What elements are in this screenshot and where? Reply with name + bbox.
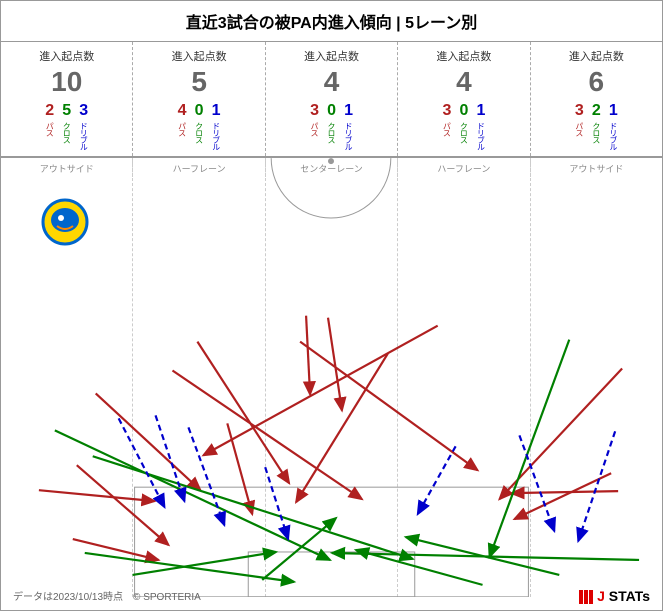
breakdown: 3パス 0クロス 1ドリブル [402,102,525,150]
breakdown: 4パス 0クロス 1ドリブル [137,102,260,150]
stat-total: 10 [5,66,128,98]
arrows-layer [1,158,662,597]
stat-total: 6 [535,66,658,98]
stat-label: 進入起点数 [535,48,658,64]
stat-label: 進入起点数 [402,48,525,64]
pitch-area: アウトサイドハーフレーンセンターレーンハーフレーンアウトサイド [1,157,662,597]
footer-left: データは2023/10/13時点 © SPORTERIA [13,588,201,603]
lane-stat-2: 進入起点数 4 3パス 0クロス 1ドリブル [266,42,398,156]
stat-total: 4 [270,66,393,98]
breakdown: 3パス 2クロス 1ドリブル [535,102,658,150]
chart-title: 直近3試合の被PA内進入傾向 | 5レーン別 [1,1,662,41]
lane-stat-3: 進入起点数 4 3パス 0クロス 1ドリブル [398,42,530,156]
stat-label: 進入起点数 [5,48,128,64]
footer: データは2023/10/13時点 © SPORTERIA J STATs [1,588,662,604]
stat-total: 5 [137,66,260,98]
breakdown: 2パス 5クロス 3ドリブル [5,102,128,150]
breakdown: 3パス 0クロス 1ドリブル [270,102,393,150]
stat-label: 進入起点数 [137,48,260,64]
stat-total: 4 [402,66,525,98]
footer-right: J STATs [579,588,650,604]
stats-row: 進入起点数 10 2パス 5クロス 3ドリブル 進入起点数 5 4パス 0クロス… [1,41,662,157]
lane-stat-0: 進入起点数 10 2パス 5クロス 3ドリブル [1,42,133,156]
lane-stat-4: 進入起点数 6 3パス 2クロス 1ドリブル [531,42,662,156]
stat-label: 進入起点数 [270,48,393,64]
lane-stat-1: 進入起点数 5 4パス 0クロス 1ドリブル [133,42,265,156]
chart-container: 直近3試合の被PA内進入傾向 | 5レーン別 進入起点数 10 2パス 5クロス… [0,0,663,611]
